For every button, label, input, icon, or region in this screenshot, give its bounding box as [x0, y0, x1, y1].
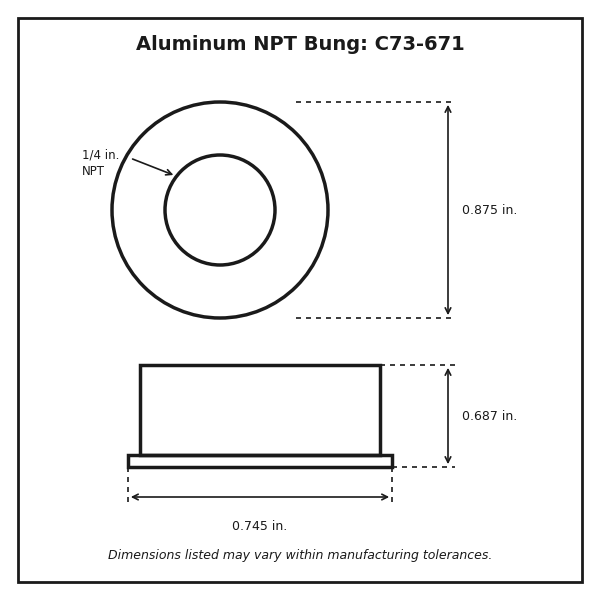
- Text: 0.687 in.: 0.687 in.: [462, 409, 517, 422]
- Text: 0.745 in.: 0.745 in.: [232, 520, 287, 533]
- Bar: [128, 455, 392, 467]
- Text: 1/4 in.
NPT: 1/4 in. NPT: [82, 148, 119, 178]
- Text: 0.875 in.: 0.875 in.: [462, 203, 517, 217]
- Text: Dimensions listed may vary within manufacturing tolerances.: Dimensions listed may vary within manufa…: [108, 550, 492, 563]
- Bar: [140, 365, 380, 455]
- Text: Aluminum NPT Bung: C73-671: Aluminum NPT Bung: C73-671: [136, 34, 464, 53]
